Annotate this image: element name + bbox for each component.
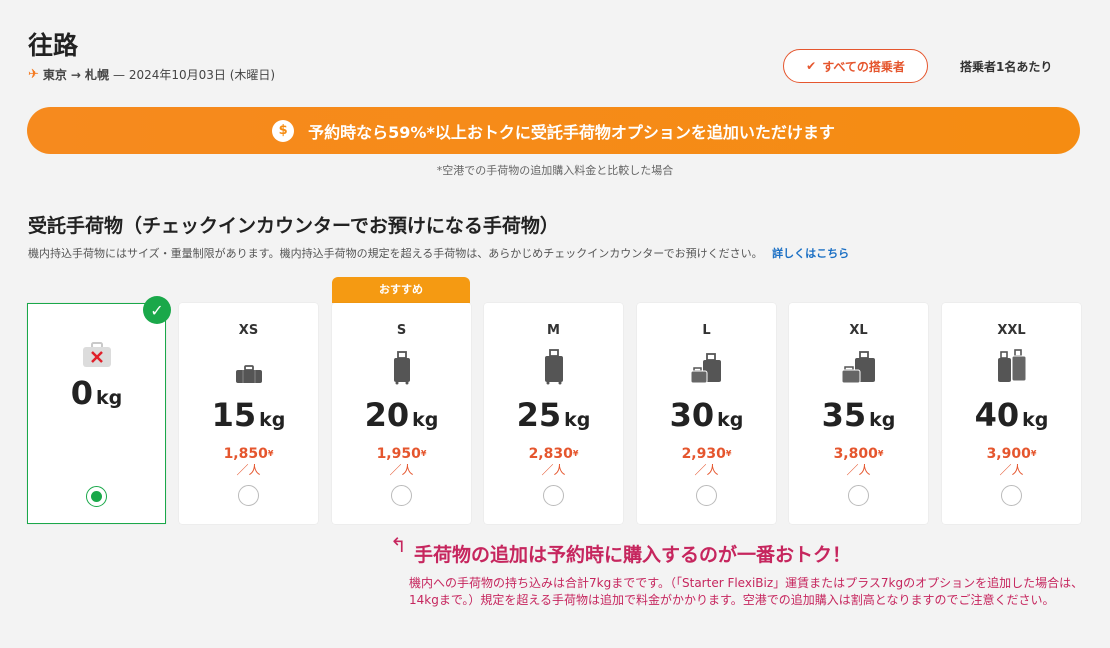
bag-xs-icon bbox=[179, 349, 318, 385]
route-destination: 札幌 bbox=[84, 68, 109, 82]
selected-check-icon: ✓ bbox=[143, 296, 171, 324]
section-title: 受託手荷物（チェックインカウンターでお預けになる手荷物） bbox=[28, 215, 559, 237]
radio-button[interactable] bbox=[86, 486, 107, 507]
per-passenger-label: 搭乗者1名あたり bbox=[960, 60, 1053, 74]
radio-button[interactable] bbox=[543, 485, 564, 506]
weight-value: 25 kg bbox=[516, 396, 591, 434]
promo-footnote: *空港での手荷物の追加購入料金と比較した場合 bbox=[436, 164, 674, 177]
coin-icon: $ bbox=[272, 119, 295, 142]
bag-l-icon bbox=[637, 349, 776, 385]
size-label: L bbox=[702, 323, 711, 338]
bag-xl-icon bbox=[789, 349, 928, 385]
radio-button[interactable] bbox=[238, 485, 259, 506]
bag-m-icon bbox=[484, 349, 623, 385]
weight-value: 40 kg bbox=[974, 396, 1049, 434]
price: 3,900¥ ／人 bbox=[986, 446, 1037, 477]
tip-body: 機内への手荷物の持ち込みは合計7kgまでです。（「Starter FlexiBi… bbox=[409, 576, 1084, 607]
size-label: M bbox=[547, 323, 560, 338]
weight-value: 15 kg bbox=[211, 396, 286, 434]
baggage-option-l[interactable]: L 30 kg 2,930¥ ／人 bbox=[637, 303, 776, 524]
size-label: XL bbox=[849, 323, 868, 338]
size-label: XXL bbox=[997, 323, 1026, 338]
route-info: ✈ 東京 → 札幌 — 2024年10月03日 (木曜日) bbox=[28, 66, 275, 83]
no-baggage-icon bbox=[28, 332, 165, 368]
route-origin: 東京 bbox=[42, 68, 67, 82]
baggage-option-0kg[interactable]: 0 kg bbox=[27, 303, 166, 524]
radio-button[interactable] bbox=[391, 485, 412, 506]
radio-button[interactable] bbox=[1001, 485, 1022, 506]
baggage-option-xs[interactable]: XS 15 kg 1,850¥ ／人 bbox=[179, 303, 318, 524]
price: 1,850¥ ／人 bbox=[223, 446, 274, 477]
weight-value: 30 kg bbox=[669, 396, 744, 434]
section-description-text: 機内持込手荷物にはサイズ・重量制限があります。機内持込手荷物の規定を超える手荷物… bbox=[28, 247, 763, 260]
radio-button[interactable] bbox=[696, 485, 717, 506]
price: 1,950¥ ／人 bbox=[376, 446, 427, 477]
page-title: 往路 bbox=[28, 31, 79, 60]
route-arrow: → bbox=[70, 67, 81, 82]
baggage-option-xl[interactable]: XL 35 kg 3,800¥ ／人 bbox=[789, 303, 928, 524]
baggage-option-xxl[interactable]: XXL 40 kg 3,900¥ ／人 bbox=[942, 303, 1081, 524]
radio-button[interactable] bbox=[848, 485, 869, 506]
bag-s-icon bbox=[332, 349, 471, 385]
details-link[interactable]: 詳しくはこちら bbox=[772, 247, 850, 260]
all-passengers-label: すべての搭乗者 bbox=[822, 59, 905, 74]
weight-value: 20 kg bbox=[364, 396, 439, 434]
check-icon: ✔ bbox=[806, 59, 817, 73]
price: 2,830¥ ／人 bbox=[528, 446, 579, 477]
tip-title: 手荷物の追加は予約時に購入するのが一番おトク！ bbox=[414, 544, 852, 566]
baggage-option-m[interactable]: M 25 kg 2,830¥ ／人 bbox=[484, 303, 623, 524]
size-label: XS bbox=[238, 323, 259, 338]
plane-icon: ✈ bbox=[28, 67, 39, 82]
recommended-badge: おすすめ bbox=[332, 277, 470, 303]
tip-arrow-icon: ↰ bbox=[390, 533, 407, 557]
weight-value: 0 kg bbox=[70, 374, 123, 412]
baggage-option-s[interactable]: S 20 kg 1,950¥ ／人 bbox=[332, 303, 471, 524]
section-description: 機内持込手荷物にはサイズ・重量制限があります。機内持込手荷物の規定を超える手荷物… bbox=[28, 245, 849, 261]
bag-xxl-icon bbox=[942, 349, 1081, 385]
promo-banner: $ 予約時なら59%*以上おトクに受託手荷物オプションを追加いただけます bbox=[27, 107, 1080, 154]
weight-value: 35 kg bbox=[821, 396, 896, 434]
all-passengers-button[interactable]: ✔ すべての搭乗者 bbox=[783, 49, 928, 83]
price: 3,800¥ ／人 bbox=[833, 446, 884, 477]
price: 2,930¥ ／人 bbox=[681, 446, 732, 477]
promo-text: 予約時なら59%*以上おトクに受託手荷物オプションを追加いただけます bbox=[308, 122, 835, 142]
size-label: S bbox=[396, 323, 407, 338]
route-date: — 2024年10月03日 (木曜日) bbox=[113, 68, 276, 82]
